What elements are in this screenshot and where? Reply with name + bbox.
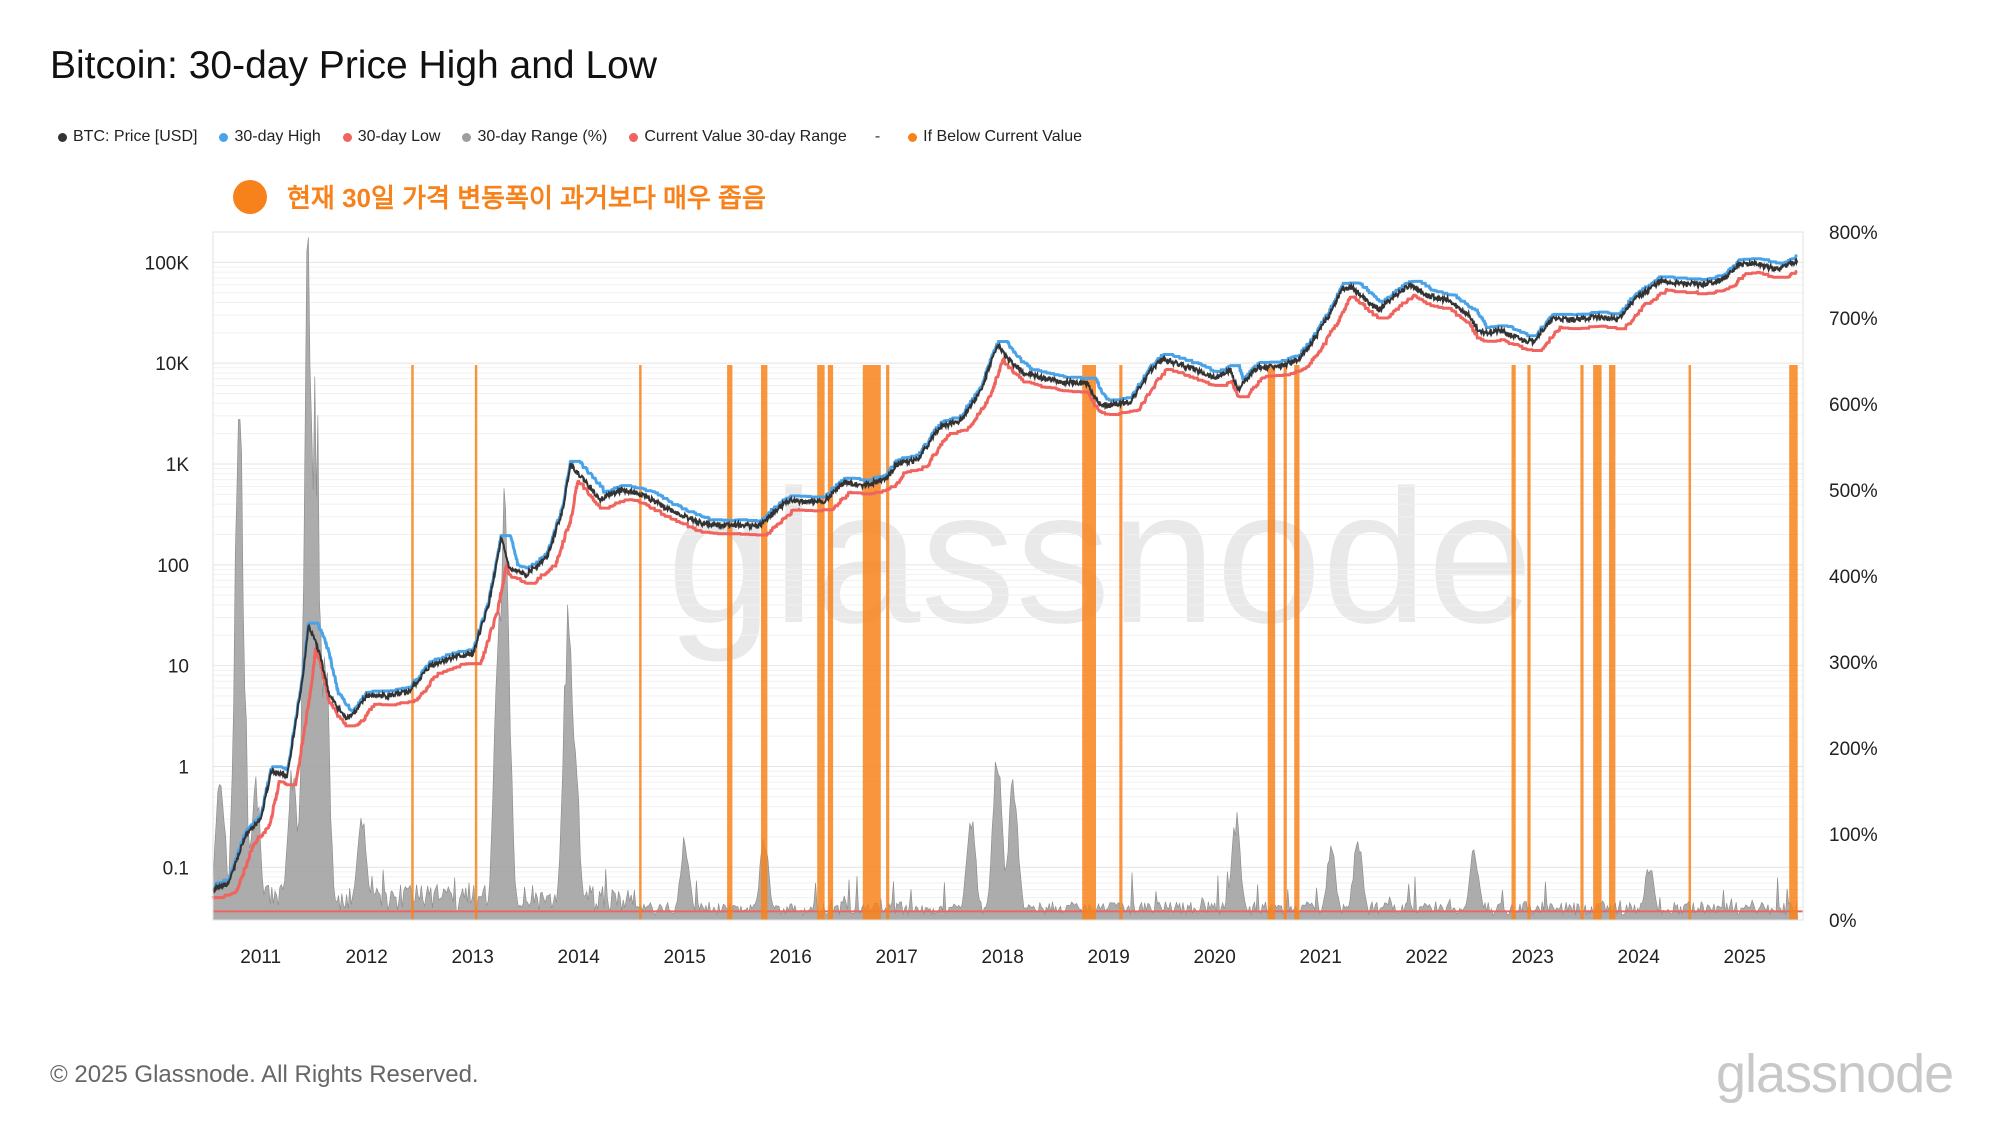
legend-item-low[interactable]: 30-day Low <box>342 128 441 146</box>
y-right-tick-label: 500% <box>1829 481 1878 502</box>
axis-ticks: 0.1 1 10 100 1K 10K 100K 0% 100% 200% 300% 400% 500%… <box>145 223 1878 968</box>
y-right-tick-label: 800% <box>1829 223 1878 244</box>
low-30d-line <box>211 270 1798 900</box>
legend-label-below-current: If Below Current Value <box>923 128 1083 145</box>
btc-price-line <box>212 258 1799 894</box>
y-right-tick-label: 300% <box>1829 653 1878 674</box>
below-current-band <box>1511 365 1516 920</box>
legend-dot-range <box>462 132 472 142</box>
legend-label-range: 30-day Range (%) <box>477 128 608 145</box>
y-left-tick-label: 100K <box>145 253 190 274</box>
legend-separator: - <box>874 128 881 145</box>
below-current-band <box>827 365 834 920</box>
x-tick-label: 2011 <box>240 947 281 968</box>
y-left-tick-label: 0.1 <box>163 858 189 879</box>
x-tick-label: 2017 <box>876 947 918 968</box>
legend-dot-price <box>58 132 67 142</box>
x-tick-label: 2013 <box>452 947 494 968</box>
x-tick-label: 2015 <box>664 947 706 968</box>
x-tick-label: 2020 <box>1194 947 1236 968</box>
y-left-tick-label: 1 <box>178 757 189 778</box>
x-tick-label: 2023 <box>1512 947 1554 968</box>
below-current-band <box>1789 365 1798 920</box>
below-current-band <box>1527 365 1531 920</box>
below-current-band <box>761 365 768 920</box>
y-right-tick-label: 200% <box>1829 739 1878 760</box>
legend-dot-high <box>219 132 229 142</box>
legend-item-current-range[interactable]: Current Value 30-day Range <box>629 128 847 146</box>
glassnode-logo: glassnode <box>1716 1044 1954 1104</box>
below-current-band <box>1688 365 1692 920</box>
legend: BTC: Price [USD] 30-day High 30-day Low … <box>58 128 1082 146</box>
chart-title: Bitcoin: 30-day Price High and Low <box>50 44 657 87</box>
y-left-tick-label: 10K <box>155 354 189 375</box>
below-current-band <box>1294 365 1300 920</box>
watermark: glassnode <box>667 451 1533 663</box>
y-left-tick-label: 100 <box>157 556 189 577</box>
copyright: © 2025 Glassnode. All Rights Reserved. <box>50 1061 479 1088</box>
below-current-band <box>1580 365 1584 920</box>
y-right-tick-label: 0% <box>1829 911 1857 932</box>
legend-dot-below-current <box>908 132 918 142</box>
annotation-text: 현재 30일 가격 변동폭이 과거보다 매우 좁음 <box>287 183 766 213</box>
y-left-tick-label: 10 <box>168 657 189 678</box>
legend-dot-low <box>342 132 352 142</box>
legend-label-current-range: Current Value 30-day Range <box>644 128 847 145</box>
legend-item-high[interactable]: 30-day High <box>219 128 321 146</box>
below-current-band <box>1609 365 1616 920</box>
legend-label-high: 30-day High <box>234 128 321 145</box>
below-current-band <box>817 365 825 920</box>
legend-item-price[interactable]: BTC: Price [USD] <box>58 128 197 146</box>
below-current-band <box>862 365 881 920</box>
legend-label-low: 30-day Low <box>357 128 441 145</box>
legend-item-separator: - <box>869 128 886 146</box>
y-right-tick-label: 100% <box>1829 825 1878 846</box>
legend-item-below-current[interactable]: If Below Current Value <box>908 128 1082 146</box>
below-current-band <box>727 365 733 920</box>
legend-label-price: BTC: Price [USD] <box>73 128 198 145</box>
below-current-bands <box>411 365 1798 920</box>
below-current-band <box>411 365 414 920</box>
x-tick-label: 2012 <box>346 947 388 968</box>
y-right-tick-label: 600% <box>1829 395 1878 416</box>
annotation-dot-icon <box>233 179 267 214</box>
y-right-tick-label: 700% <box>1829 309 1878 330</box>
below-current-band <box>1119 365 1123 920</box>
x-tick-label: 2018 <box>982 947 1024 968</box>
x-tick-label: 2021 <box>1300 947 1342 968</box>
x-tick-label: 2022 <box>1406 947 1448 968</box>
below-current-band <box>1082 365 1096 920</box>
below-current-band <box>639 365 642 920</box>
x-tick-label: 2025 <box>1724 947 1766 968</box>
below-current-band <box>1283 365 1287 920</box>
x-tick-label: 2019 <box>1088 947 1130 968</box>
x-tick-label: 2016 <box>770 947 812 968</box>
below-current-band <box>1593 365 1602 920</box>
x-tick-label: 2014 <box>558 947 601 968</box>
below-current-band <box>886 365 890 920</box>
x-tick-label: 2024 <box>1618 947 1661 968</box>
legend-item-range[interactable]: 30-day Range (%) <box>462 128 607 146</box>
y-left-tick-label: 1K <box>166 455 190 476</box>
annotation: 현재 30일 가격 변동폭이 과거보다 매우 좁음 <box>233 178 766 215</box>
legend-dot-current-range <box>629 132 639 142</box>
y-right-tick-label: 400% <box>1829 567 1878 588</box>
plot-frame <box>212 231 1804 921</box>
price-lines <box>211 254 1799 900</box>
below-current-band <box>1267 365 1276 920</box>
